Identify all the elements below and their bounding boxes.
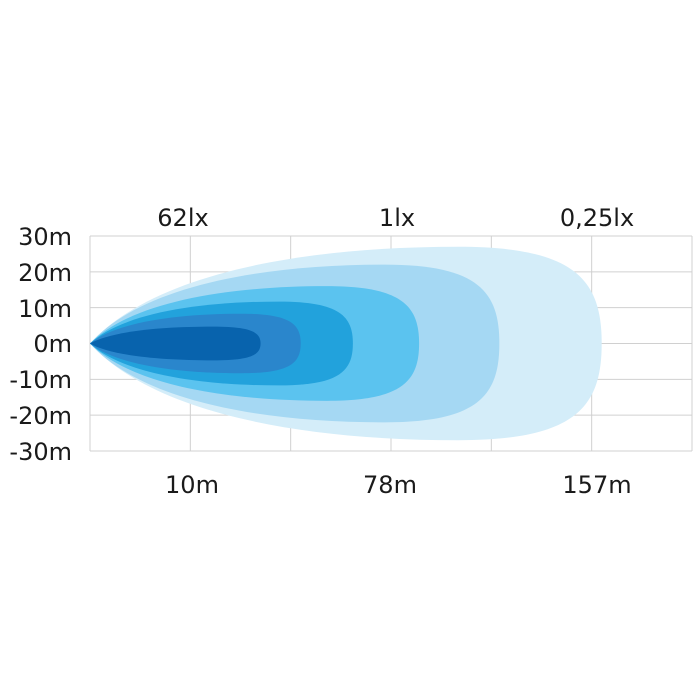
y-tick: -30m: [9, 438, 72, 466]
top-label-62lx: 62lx: [157, 204, 208, 232]
beam-layer-6: [90, 326, 261, 361]
top-label-025lx: 0,25lx: [560, 204, 634, 232]
x-tick-78m: 78m: [363, 471, 417, 499]
y-tick: 0m: [33, 330, 72, 358]
y-tick: 30m: [18, 223, 72, 251]
x-tick-157m: 157m: [562, 471, 631, 499]
y-axis-ticks: 30m 20m 10m 0m -10m -20m -30m: [9, 223, 72, 466]
y-tick: 20m: [18, 259, 72, 287]
y-tick: -10m: [9, 366, 72, 394]
y-tick: 10m: [18, 295, 72, 323]
beam-layers: [90, 246, 602, 441]
y-tick: -20m: [9, 402, 72, 430]
top-label-1lx: 1lx: [379, 204, 415, 232]
x-tick-10m: 10m: [165, 471, 219, 499]
